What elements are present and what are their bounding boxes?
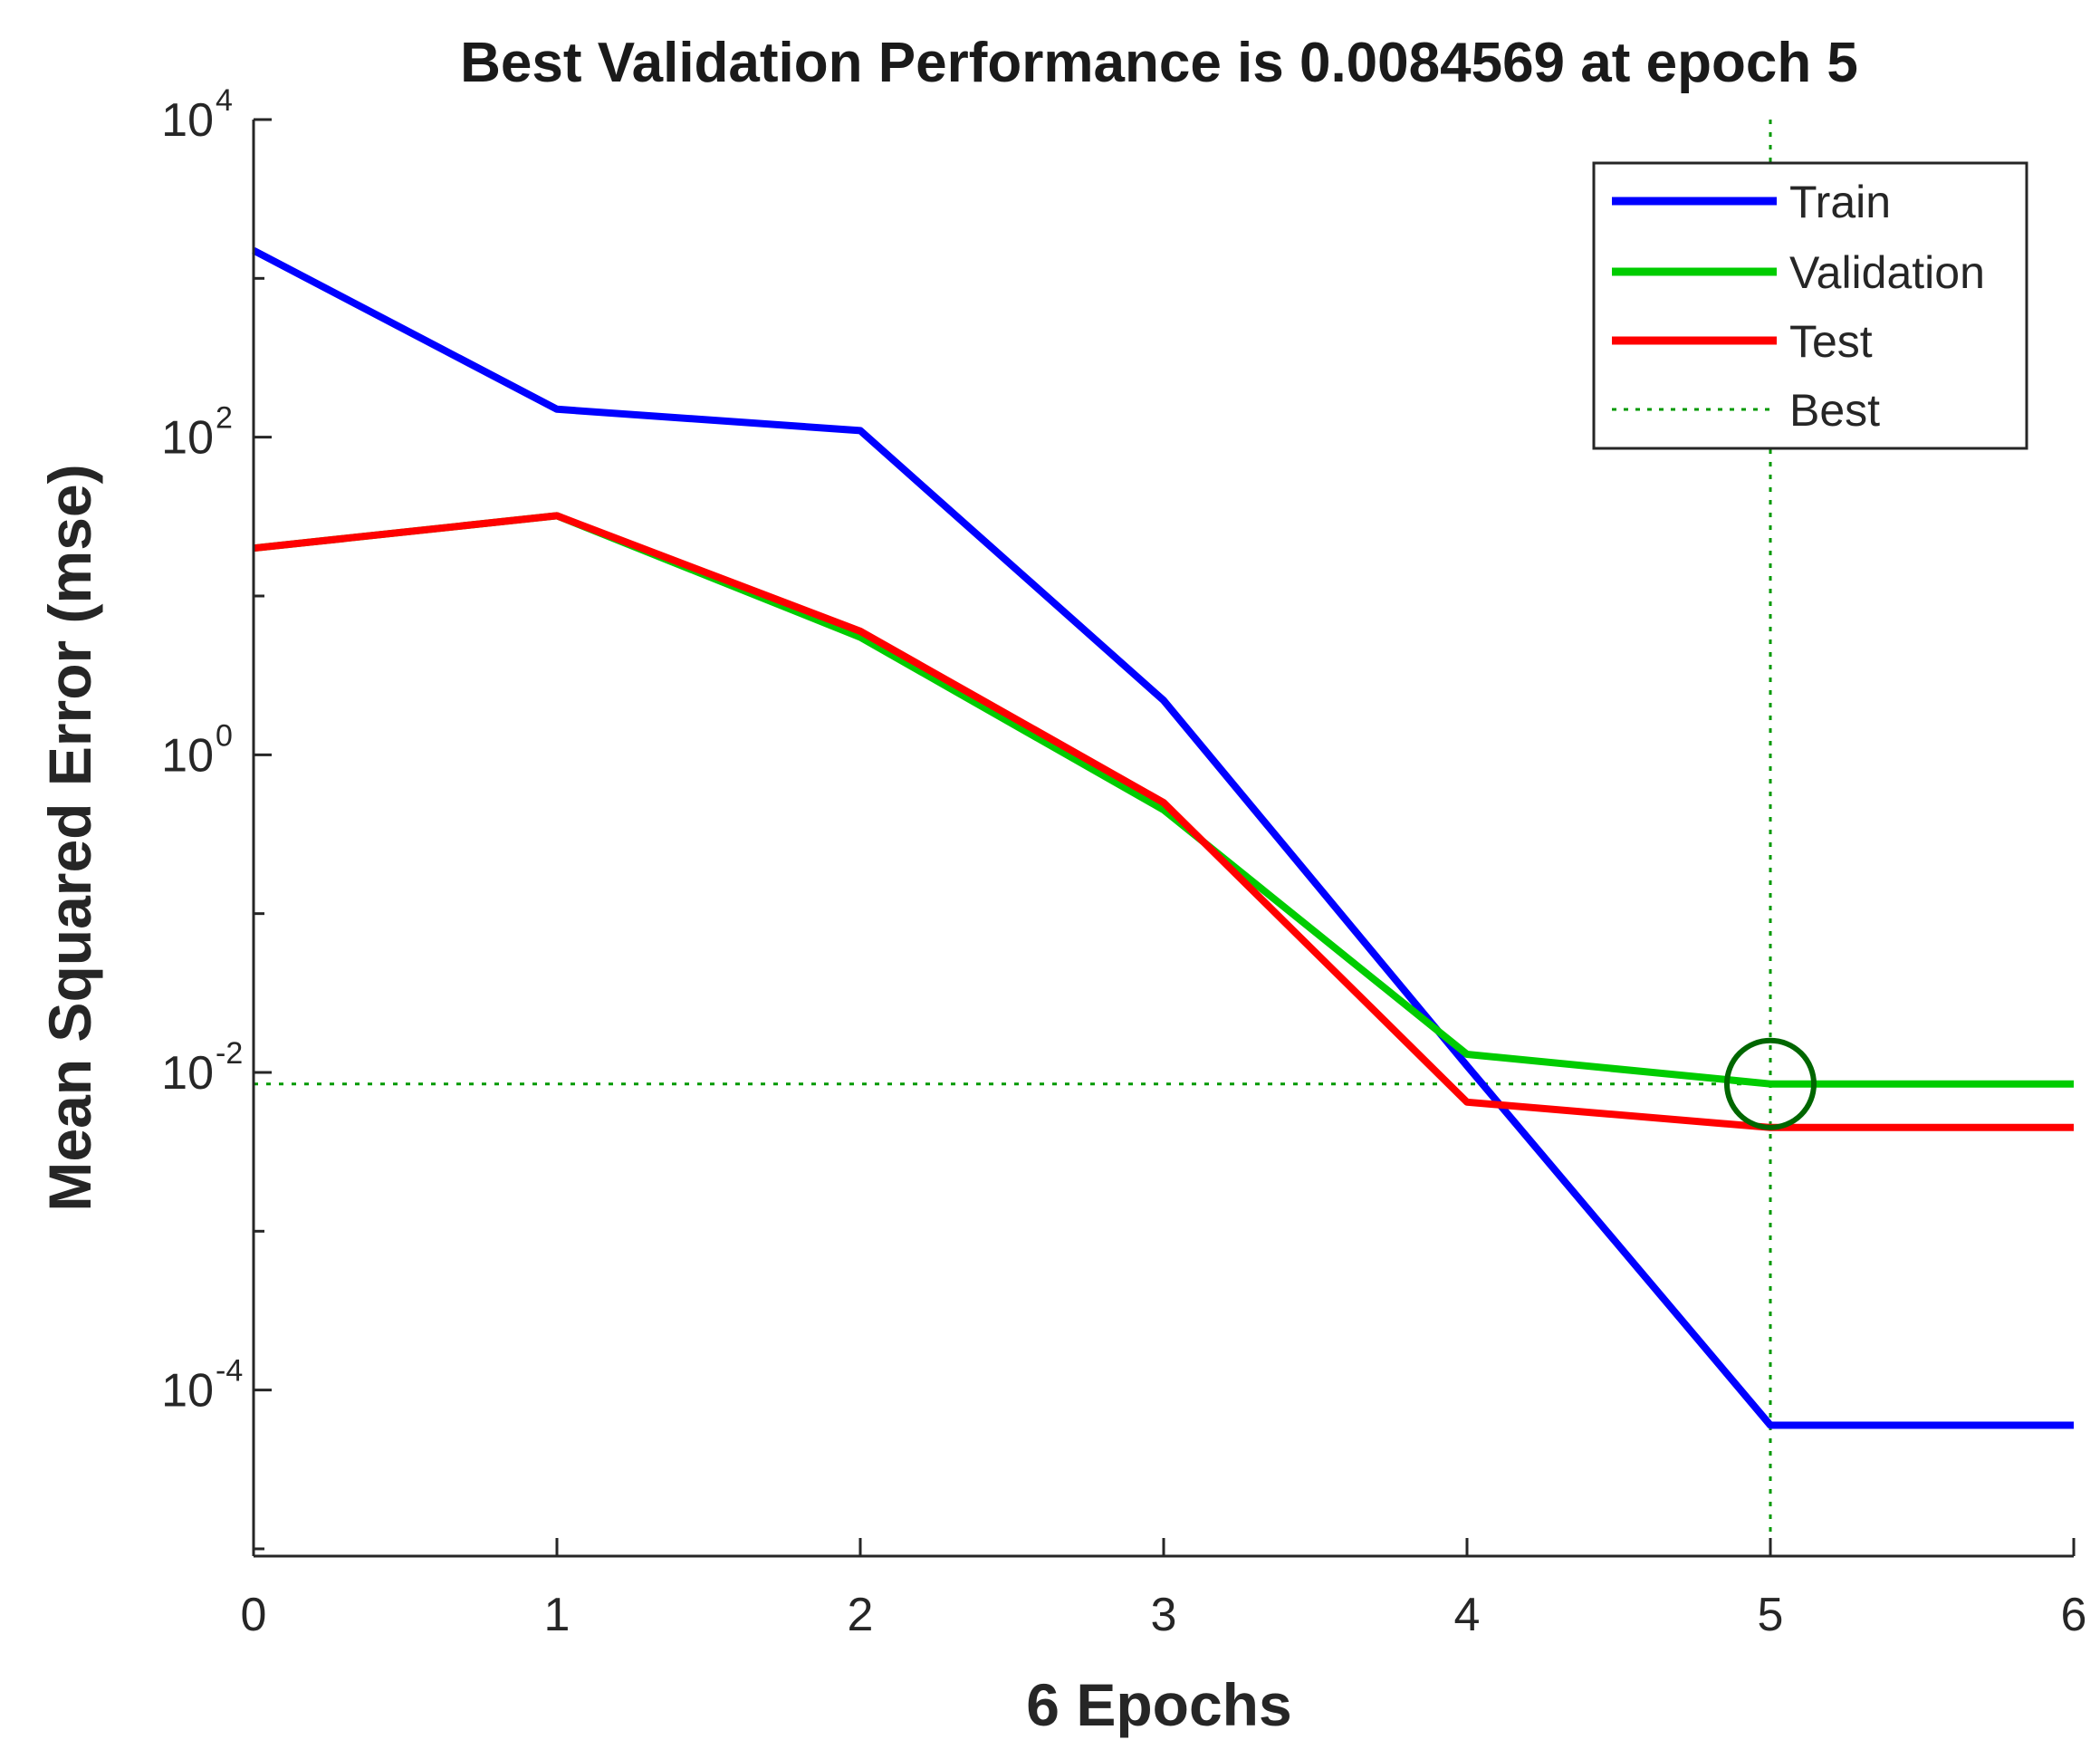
legend-test-label: Test bbox=[1789, 316, 1873, 367]
x-tick-label-4: 4 bbox=[1454, 1589, 1481, 1641]
best-point-marker bbox=[1724, 1037, 1817, 1130]
chart-title: Best Validation Performance is 0.0084569… bbox=[460, 32, 1858, 94]
y-tick-exponent--2: -2 bbox=[216, 1036, 243, 1071]
x-tick-label-2: 2 bbox=[848, 1589, 874, 1641]
series-line-train bbox=[252, 246, 2074, 1429]
y-tick-base--4: 10 bbox=[161, 1365, 214, 1418]
legend-box bbox=[1592, 161, 2028, 450]
x-tick-label-3: 3 bbox=[1151, 1589, 1177, 1641]
y-tick-exponent-0: 0 bbox=[216, 718, 233, 753]
y-tick-base--2: 10 bbox=[161, 1047, 214, 1100]
legend-train-label: Train bbox=[1789, 177, 1891, 227]
x-axis-label: 6 Epochs bbox=[1026, 1671, 1291, 1738]
x-tick-label-1: 1 bbox=[544, 1589, 571, 1641]
x-tick-label-0: 0 bbox=[241, 1589, 267, 1641]
y-axis-label: Mean Squared Error (mse) bbox=[36, 464, 103, 1211]
y-tick-exponent-2: 2 bbox=[216, 401, 233, 436]
x-tick-label-5: 5 bbox=[1758, 1589, 1784, 1641]
y-tick-exponent--4: -4 bbox=[216, 1354, 243, 1389]
x-ticks: 0 1 2 3 4 5 6 bbox=[241, 1538, 2087, 1641]
y-tick-base-4: 10 bbox=[161, 94, 214, 147]
legend: Train Validation Test Best bbox=[1592, 161, 2028, 450]
y-tick-base-2: 10 bbox=[161, 412, 214, 465]
y-tick-base-0: 10 bbox=[161, 729, 214, 782]
y-tick-exponent-4: 4 bbox=[216, 83, 233, 118]
series-lines bbox=[252, 246, 2074, 1429]
legend-validation-label: Validation bbox=[1789, 247, 1985, 298]
x-tick-label-6: 6 bbox=[2061, 1589, 2087, 1641]
legend-best-label: Best bbox=[1789, 385, 1880, 436]
